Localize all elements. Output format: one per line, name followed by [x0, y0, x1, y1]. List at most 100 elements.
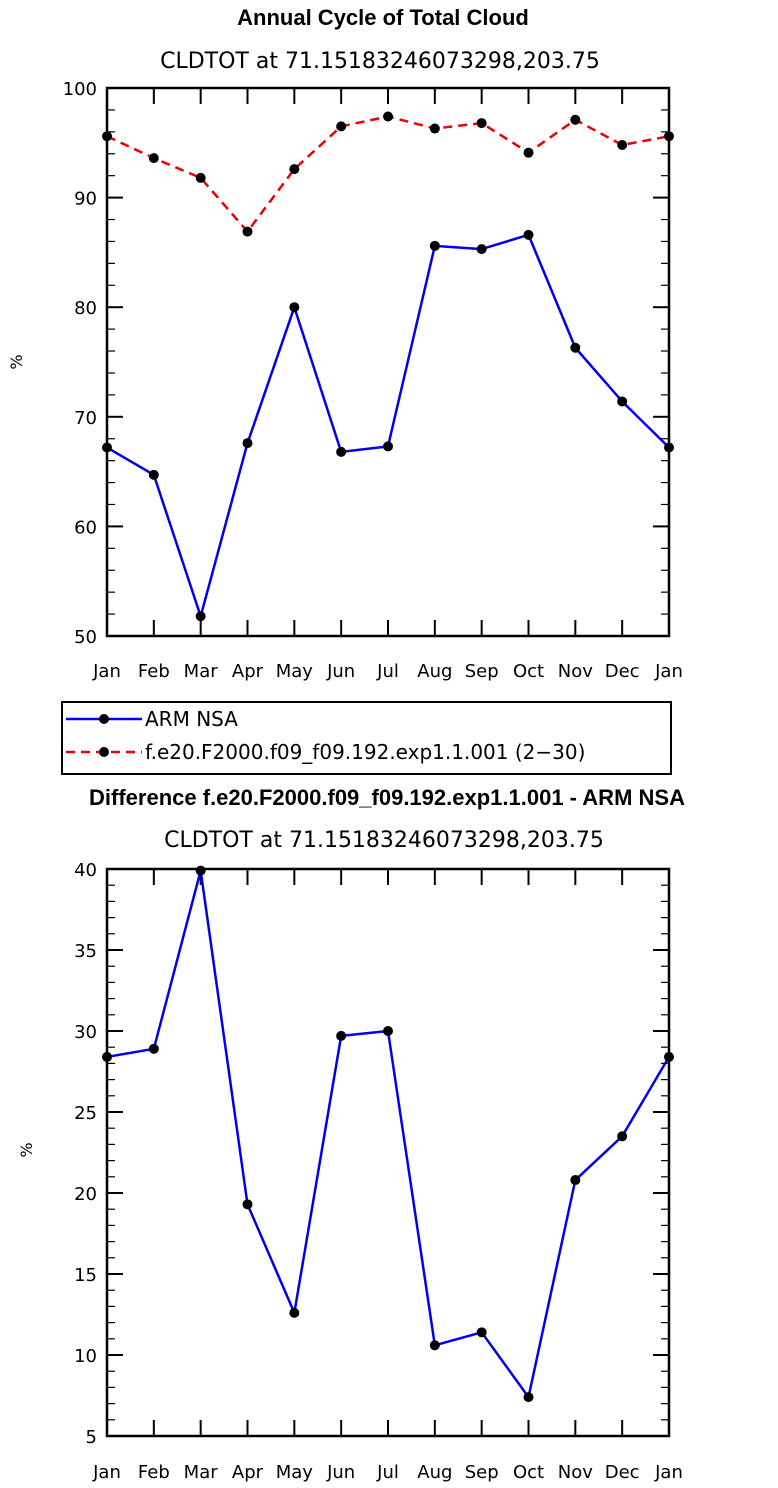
x-tick-label: Oct [513, 661, 544, 682]
y-tick-label: 10 [74, 1346, 97, 1367]
y-tick-label: 50 [74, 627, 97, 648]
chart-annual-cycle: Annual Cycle of Total Cloud CLDTOT at 71… [7, 5, 683, 682]
data-point [476, 118, 487, 129]
series-line [106, 233, 670, 618]
data-point [523, 229, 534, 240]
x-tick-label: Jul [376, 661, 399, 682]
y-tick-labels: 5 10 15 20 25 30 35 40 [74, 860, 97, 1448]
y-tick-label: 5 [86, 1427, 97, 1448]
x-tick-label: Nov [558, 1462, 593, 1483]
x-tick-label: Dec [605, 661, 640, 682]
data-point [429, 1340, 440, 1351]
y-tick-label: 30 [74, 1022, 97, 1043]
chart-subtitle: CLDTOT at 71.15183246073298,203.75 [164, 828, 604, 853]
data-point [383, 1026, 393, 1036]
data-point [289, 164, 300, 175]
data-point [102, 131, 112, 142]
y-tick-label: 35 [74, 941, 97, 962]
y-tick-label: 90 [74, 189, 97, 210]
y-tick-labels: 50 60 70 80 90 100 [63, 79, 97, 648]
data-point [476, 244, 487, 255]
x-tick-label: Sep [465, 1462, 499, 1483]
data-point [429, 123, 440, 134]
y-tick-label: 70 [74, 408, 97, 429]
plot-frame [105, 86, 671, 638]
x-tick-labels: Jan Feb Mar Apr May Jun Jul Aug Sep Oct Nov Dec Jan [92, 1462, 683, 1483]
legend-label-arm: ARM NSA [145, 707, 238, 731]
data-point [148, 153, 159, 164]
x-tick-label: Aug [417, 661, 452, 682]
data-point [336, 121, 347, 132]
data-point [242, 226, 253, 237]
series-line [106, 115, 670, 233]
legend-box [61, 701, 672, 775]
legend-marker-model [99, 747, 109, 757]
data-point [617, 396, 628, 407]
data-point [664, 442, 674, 453]
chart-subtitle: CLDTOT at 71.15183246073298,203.75 [160, 49, 600, 74]
data-point [195, 172, 206, 183]
data-point [429, 240, 440, 251]
x-tick-label: Jan [654, 661, 683, 682]
y-tick-label: 80 [74, 298, 97, 319]
data-point [664, 131, 674, 142]
data-point [476, 1327, 487, 1338]
data-point [336, 1030, 347, 1041]
x-tick-label: Apr [232, 1462, 264, 1483]
x-tick-label: Feb [138, 1462, 170, 1483]
data-point [570, 1175, 581, 1186]
x-tick-label: Feb [138, 661, 170, 682]
data-point [102, 1051, 112, 1062]
x-tick-label: Mar [184, 661, 219, 682]
x-tick-label: May [276, 661, 314, 682]
x-tick-label: Nov [558, 661, 593, 682]
y-tick-label: 40 [74, 860, 97, 881]
x-tick-label: Dec [605, 1462, 640, 1483]
data-point [617, 1131, 628, 1142]
data-point [148, 1043, 159, 1054]
data-point [148, 469, 159, 480]
legend-label-model: f.e20.F2000.f09_f09.192.exp1.1.001 (2−30… [145, 740, 585, 764]
data-point [383, 441, 393, 452]
tick-marks [106, 87, 670, 637]
data-point [242, 1199, 253, 1210]
series-layer [102, 111, 674, 622]
data-point [242, 438, 253, 449]
data-point [195, 865, 206, 876]
y-axis-label: % [17, 1142, 36, 1157]
x-tick-label: Oct [513, 1462, 544, 1483]
series-line [106, 869, 671, 1399]
y-tick-label: 20 [74, 1184, 97, 1205]
legend: ARM NSA f.e20.F2000.f09_f09.192.exp1.1.0… [61, 701, 672, 775]
x-tick-label: Jan [92, 1462, 121, 1483]
series-layer [102, 865, 674, 1403]
tick-marks [106, 868, 670, 1437]
chart-title: Difference f.e20.F2000.f09_f09.192.exp1.… [89, 785, 685, 810]
data-point [523, 147, 534, 158]
chart-difference: Difference f.e20.F2000.f09_f09.192.exp1.… [17, 785, 685, 1483]
x-tick-label: Jul [376, 1462, 399, 1483]
chart-title: Annual Cycle of Total Cloud [237, 5, 529, 30]
x-tick-label: Jan [92, 661, 121, 682]
data-point [289, 1307, 300, 1318]
data-point [523, 1392, 534, 1403]
legend-marker-arm [99, 714, 109, 724]
data-point [617, 139, 628, 150]
data-point [664, 1051, 674, 1062]
data-point [336, 446, 347, 457]
data-point [383, 111, 393, 122]
data-point [570, 114, 581, 125]
x-tick-labels: Jan Feb Mar Apr May Jun Jul Aug Sep Oct Nov Dec Jan [92, 661, 683, 682]
x-tick-label: Jun [326, 661, 355, 682]
y-tick-label: 25 [74, 1103, 97, 1124]
data-point [289, 302, 300, 313]
x-tick-label: Aug [417, 1462, 452, 1483]
x-tick-label: May [276, 1462, 314, 1483]
data-point [570, 342, 581, 353]
y-tick-label: 15 [74, 1265, 97, 1286]
x-tick-label: Apr [232, 661, 264, 682]
y-tick-label: 60 [74, 517, 97, 538]
y-axis-label: % [7, 354, 26, 369]
x-tick-label: Sep [465, 661, 499, 682]
